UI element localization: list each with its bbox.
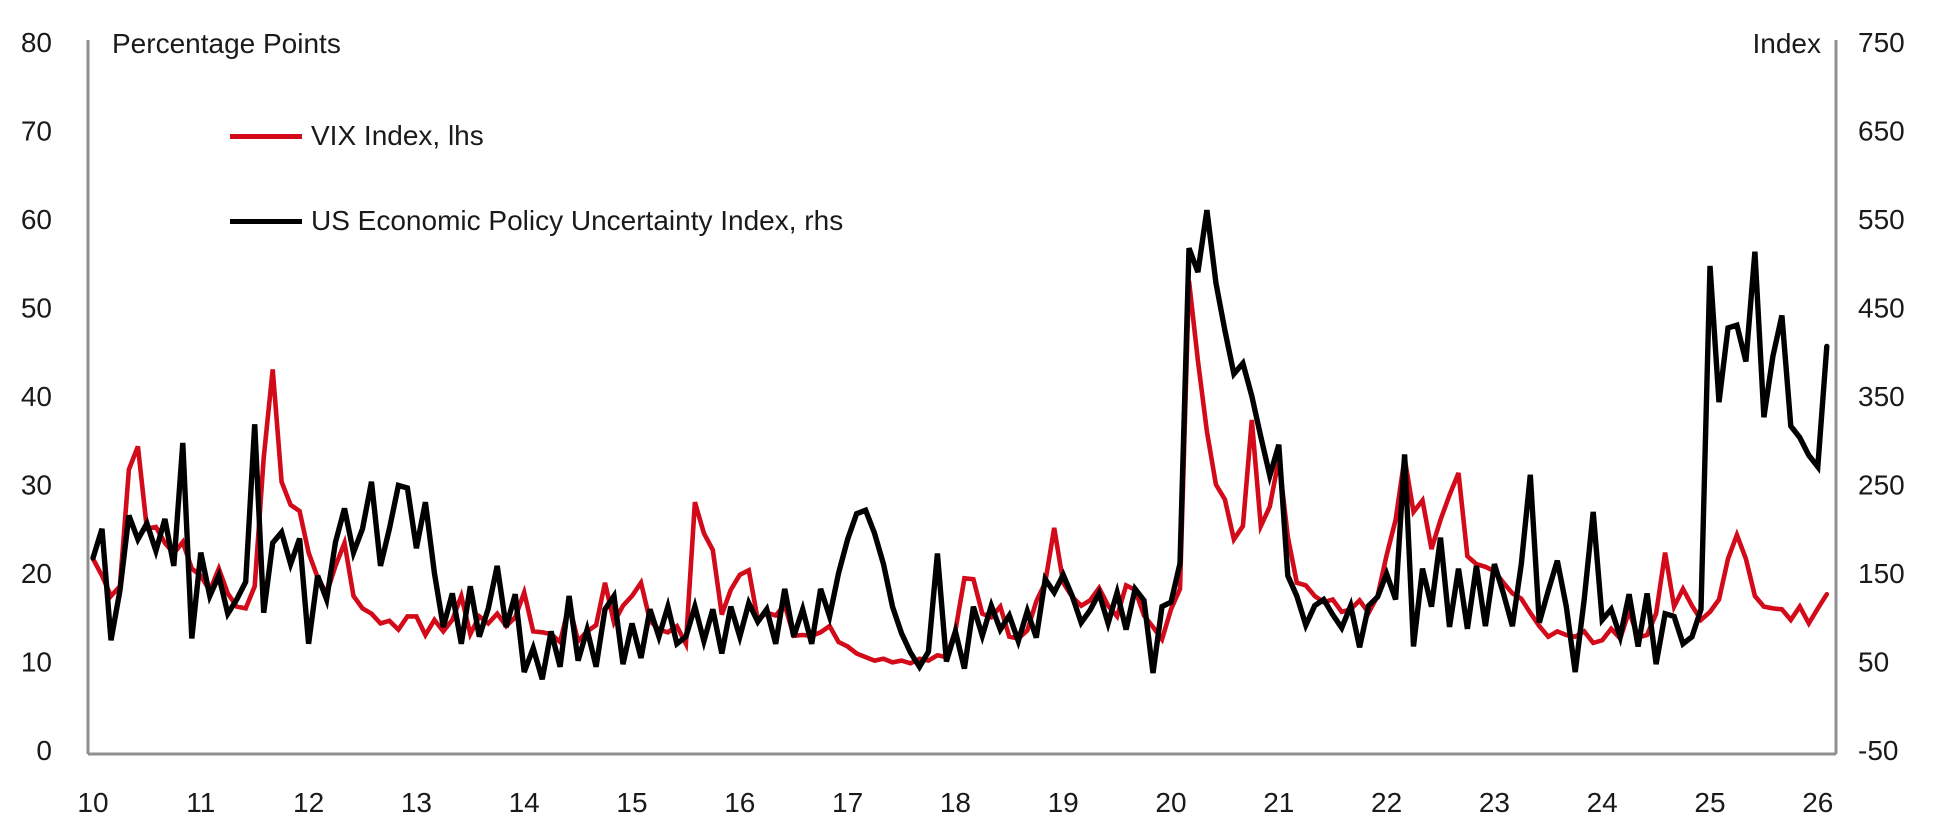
tick-label: 250	[1858, 470, 1905, 501]
epu-line	[90, 209, 1830, 680]
tick-label: 19	[1048, 787, 1079, 818]
tick-label: 60	[21, 204, 52, 235]
legend: VIX Index, lhs US Economic Policy Uncert…	[230, 120, 843, 237]
epu-legend-swatch	[230, 218, 302, 224]
tick-label: 450	[1858, 293, 1905, 324]
right-axis-ticks: -50 50 150 250 350 450 550 650 750	[1858, 27, 1905, 766]
tick-label: 50	[1858, 647, 1889, 678]
tick-label: 50	[21, 293, 52, 324]
tick-label: 14	[509, 787, 540, 818]
tick-label: 12	[293, 787, 324, 818]
tick-label: 550	[1858, 204, 1905, 235]
tick-label: -50	[1858, 735, 1898, 766]
vix-legend-swatch	[230, 133, 302, 139]
tick-label: 0	[36, 735, 52, 766]
tick-label: 16	[724, 787, 755, 818]
vix-line	[90, 280, 1830, 666]
tick-label: 22	[1371, 787, 1402, 818]
left-axis-ticks: 0 10 20 30 40 50 60 70 80	[21, 27, 52, 766]
legend-item-vix: VIX Index, lhs	[230, 120, 843, 152]
tick-label: 10	[77, 787, 108, 818]
tick-label: 80	[21, 27, 52, 58]
tick-label: 70	[21, 116, 52, 147]
tick-label: 21	[1263, 787, 1294, 818]
tick-label: 650	[1858, 116, 1905, 147]
tick-label: 25	[1694, 787, 1725, 818]
tick-label: 40	[21, 381, 52, 412]
tick-label: 26	[1802, 787, 1833, 818]
tick-label: 17	[832, 787, 863, 818]
epu-legend-label: US Economic Policy Uncertainty Index, rh…	[311, 205, 844, 236]
tick-label: 30	[21, 470, 52, 501]
tick-label: 15	[616, 787, 647, 818]
left-axis-unit-label: Percentage Points	[112, 28, 341, 59]
vix-legend-label: VIX Index, lhs	[311, 120, 484, 151]
tick-label: 150	[1858, 558, 1905, 589]
tick-label: 13	[401, 787, 432, 818]
tick-label: 24	[1587, 787, 1618, 818]
legend-item-epu: US Economic Policy Uncertainty Index, rh…	[230, 205, 843, 237]
axis-frame	[86, 40, 1838, 756]
tick-label: 11	[186, 787, 215, 818]
tick-label: 20	[21, 558, 52, 589]
right-axis-unit-label: Index	[1752, 28, 1822, 59]
tick-label: 350	[1858, 381, 1905, 412]
x-axis-ticks: 10 11 12 13 14 15 16 17 18 19 20 21 22 23 24 25 26	[77, 787, 1833, 818]
tick-label: 20	[1155, 787, 1186, 818]
tick-label: 750	[1858, 27, 1905, 58]
tick-label: 23	[1479, 787, 1510, 818]
tick-label: 18	[940, 787, 971, 818]
tick-label: 10	[21, 647, 52, 678]
